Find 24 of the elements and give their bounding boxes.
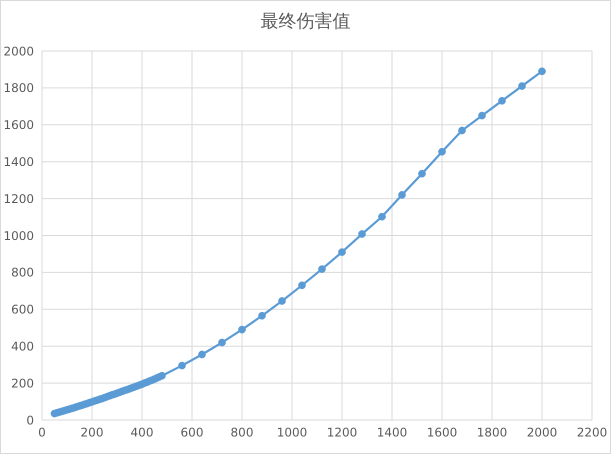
x-tick-label: 0	[38, 426, 46, 440]
x-tick-label: 400	[130, 426, 154, 440]
y-tick-label: 1200	[3, 192, 34, 206]
x-tick-label: 1000	[276, 426, 308, 440]
y-tick-label: 800	[11, 266, 34, 280]
y-tick-label: 400	[11, 339, 34, 354]
y-tick-label: 2000	[3, 44, 34, 58]
y-tick-label: 1600	[3, 118, 34, 132]
x-tick-label: 800	[230, 426, 254, 440]
y-tick-label: 1400	[3, 154, 34, 169]
x-tick-label: 600	[180, 426, 204, 440]
x-tick-label: 2200	[576, 426, 608, 440]
x-tick-label: 1600	[426, 426, 458, 440]
y-tick-label: 1800	[3, 81, 34, 96]
x-tick-label: 1200	[326, 426, 358, 440]
chart-title: 最终伤害值	[260, 10, 352, 34]
y-tick-label: 200	[11, 376, 34, 390]
y-tick-label: 1000	[3, 228, 34, 243]
x-tick-label: 1800	[476, 426, 508, 440]
y-tick-label: 0	[26, 413, 34, 428]
x-tick-label: 2000	[526, 426, 558, 440]
y-tick-label: 600	[11, 302, 34, 317]
x-tick-label: 1400	[376, 426, 408, 440]
x-tick-label: 200	[80, 426, 104, 440]
